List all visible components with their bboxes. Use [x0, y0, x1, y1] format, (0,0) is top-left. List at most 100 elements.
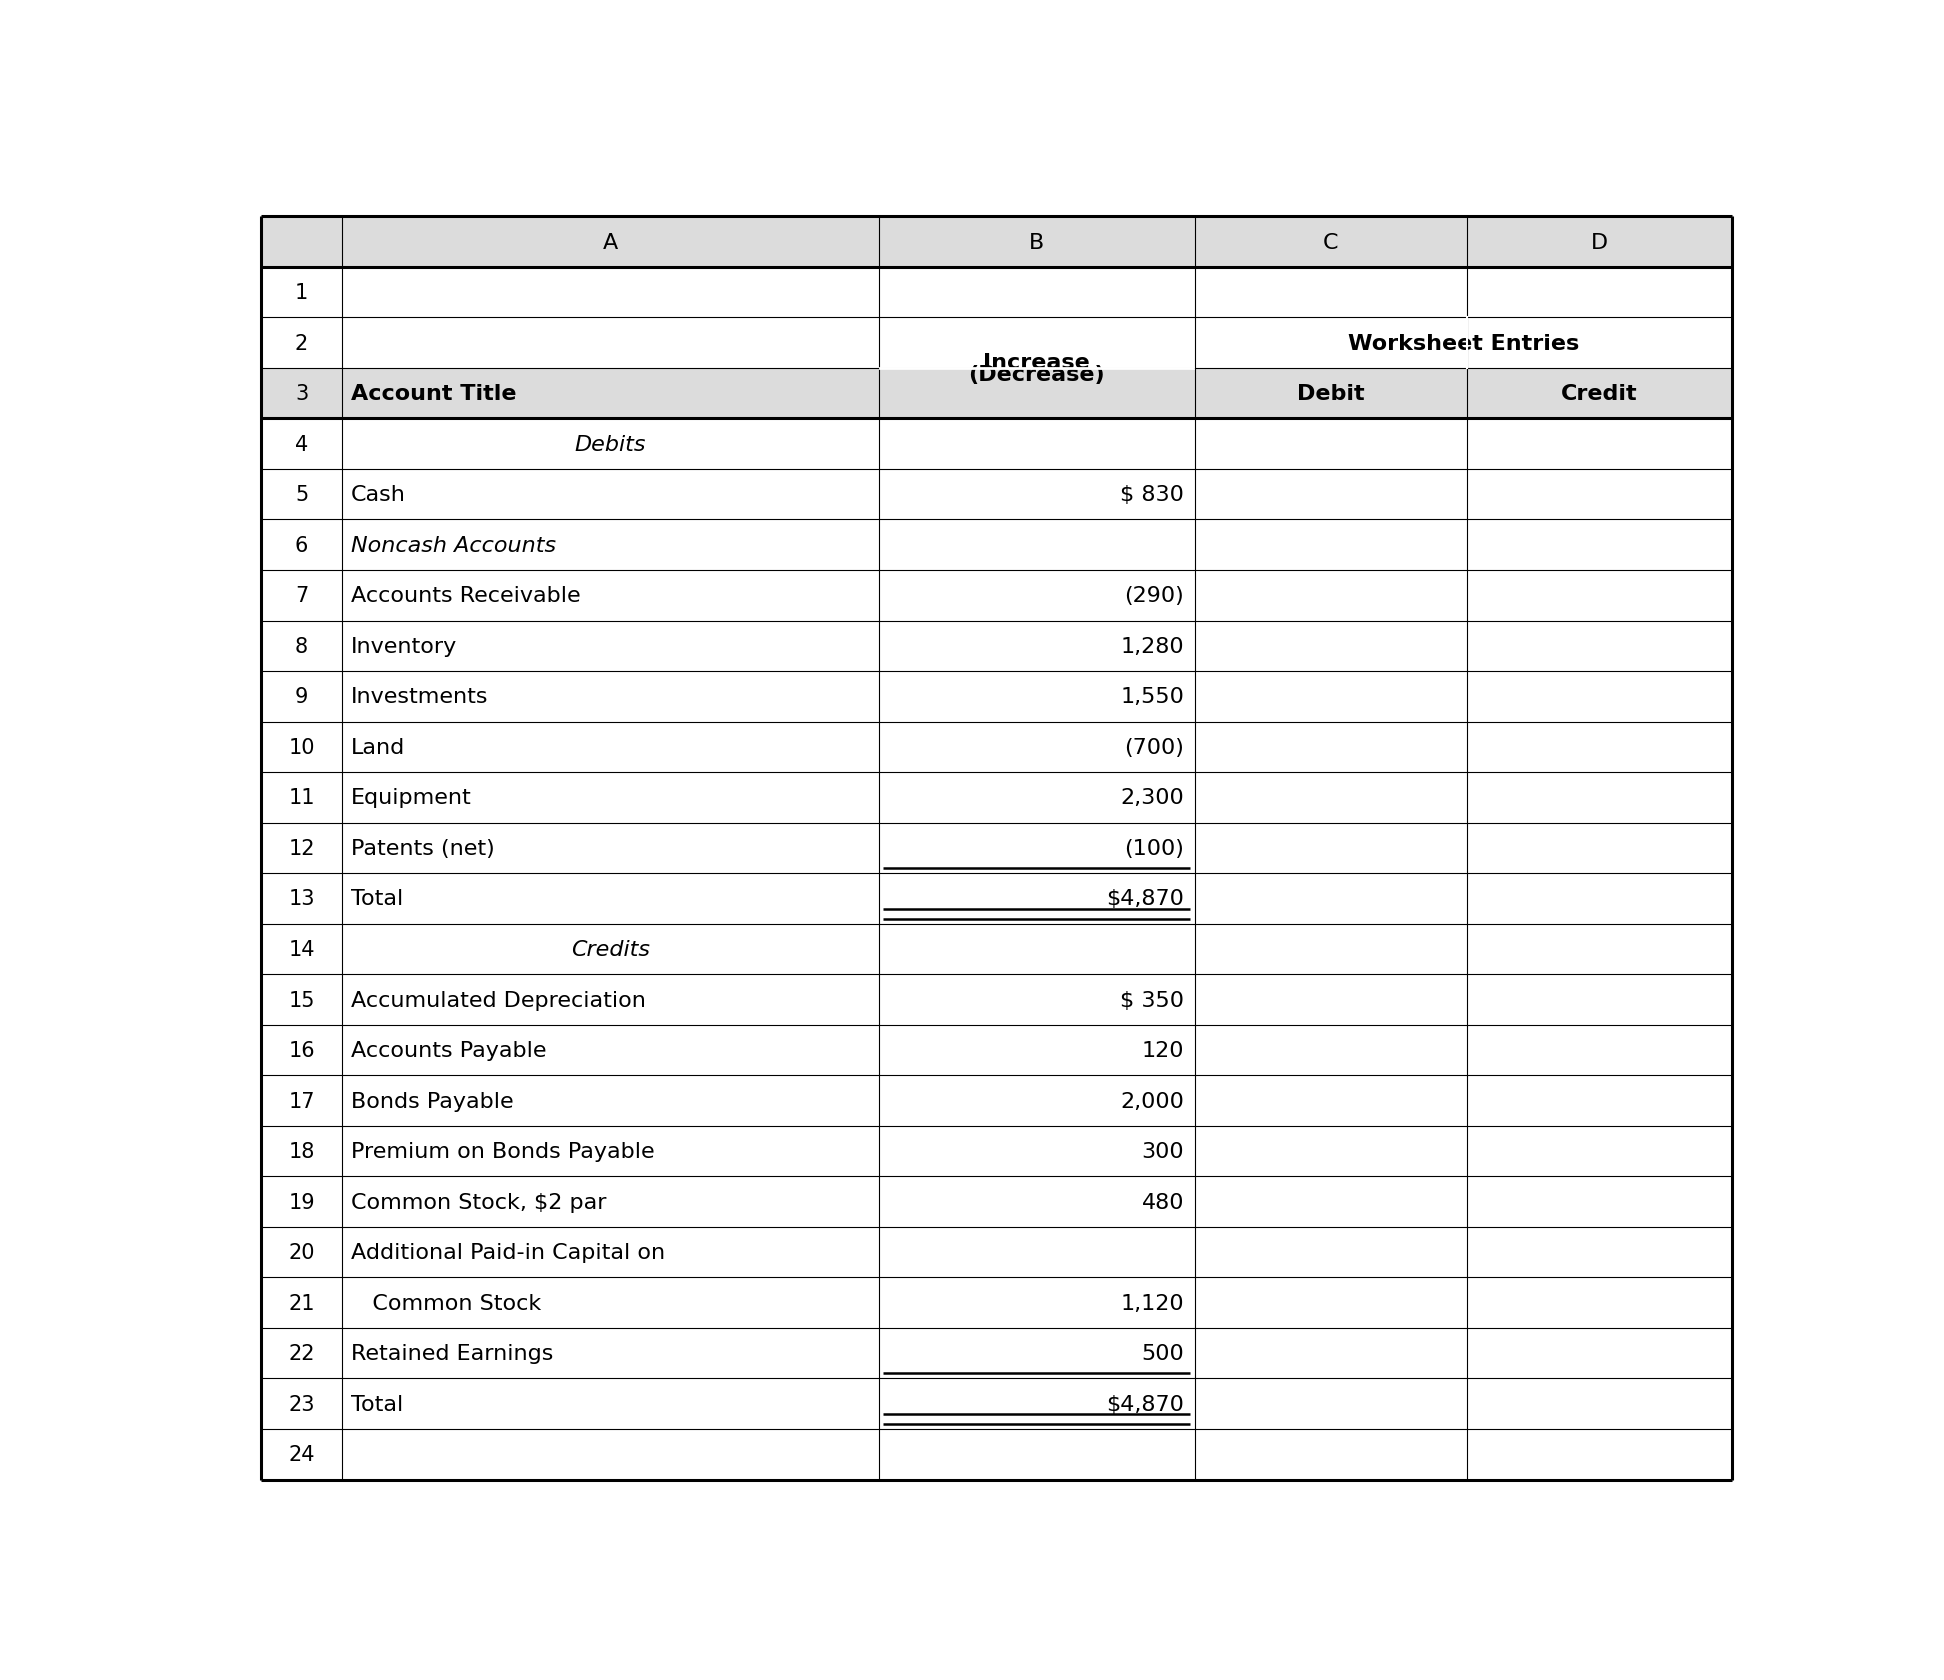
Bar	[342, 1025, 879, 1075]
Bar	[1196, 1278, 1468, 1329]
Bar	[1468, 1226, 1732, 1278]
Bar	[879, 521, 1196, 571]
Text: 1,550: 1,550	[1120, 687, 1184, 707]
Bar	[260, 1025, 342, 1075]
Text: $4,870: $4,870	[1106, 1394, 1184, 1415]
Text: Debits: Debits	[575, 435, 645, 454]
Bar	[1468, 318, 1732, 368]
Text: Inventory: Inventory	[352, 637, 457, 657]
Bar	[1468, 672, 1732, 722]
Bar	[260, 974, 342, 1025]
Bar	[1196, 672, 1468, 722]
Text: 1,280: 1,280	[1120, 637, 1184, 657]
Text: (290): (290)	[1124, 586, 1184, 606]
Text: 1: 1	[295, 282, 309, 302]
Bar	[1468, 1075, 1732, 1126]
Bar	[342, 622, 879, 672]
Text: A: A	[603, 232, 618, 252]
Text: Worksheet Entries: Worksheet Entries	[1347, 333, 1579, 353]
Text: Total: Total	[352, 1394, 402, 1415]
Bar	[342, 1430, 879, 1480]
Bar	[342, 470, 879, 521]
Bar	[1468, 1379, 1732, 1430]
Text: 23: 23	[288, 1394, 315, 1415]
Bar	[342, 318, 879, 368]
Bar	[342, 1075, 879, 1126]
Text: Noncash Accounts: Noncash Accounts	[352, 536, 556, 556]
Bar	[879, 874, 1196, 924]
Text: 22: 22	[288, 1344, 315, 1364]
Bar	[879, 1226, 1196, 1278]
Bar	[1468, 1176, 1732, 1226]
Bar	[1468, 823, 1732, 874]
Bar	[342, 1329, 879, 1379]
Bar	[260, 1176, 342, 1226]
Bar	[260, 1430, 342, 1480]
Bar	[879, 1278, 1196, 1329]
Text: Equipment: Equipment	[352, 788, 472, 808]
Text: 6: 6	[295, 536, 309, 556]
Bar	[342, 974, 879, 1025]
Bar	[342, 267, 879, 318]
Bar	[342, 924, 879, 974]
Bar	[1468, 874, 1732, 924]
Text: 2: 2	[295, 333, 309, 353]
Bar	[260, 773, 342, 823]
Bar	[260, 1126, 342, 1176]
Bar	[879, 1075, 1196, 1126]
Text: Retained Earnings: Retained Earnings	[352, 1344, 554, 1364]
Text: Investments: Investments	[352, 687, 488, 707]
Bar	[1196, 470, 1468, 521]
Text: 1,120: 1,120	[1120, 1294, 1184, 1312]
Bar	[879, 267, 1196, 318]
Bar	[1468, 470, 1732, 521]
Text: Accounts Payable: Accounts Payable	[352, 1040, 546, 1060]
Text: 24: 24	[288, 1445, 315, 1465]
Bar	[342, 1176, 879, 1226]
Text: 8: 8	[295, 637, 307, 657]
Bar	[260, 1075, 342, 1126]
Text: Account Title: Account Title	[352, 385, 517, 403]
Bar	[342, 773, 879, 823]
Bar	[260, 521, 342, 571]
Bar	[1196, 924, 1468, 974]
Text: (700): (700)	[1124, 738, 1184, 758]
Bar	[1196, 217, 1468, 267]
Bar	[342, 1226, 879, 1278]
Text: Common Stock, $2 par: Common Stock, $2 par	[352, 1191, 607, 1211]
Bar	[1196, 1329, 1468, 1379]
Text: 19: 19	[288, 1191, 315, 1211]
Bar	[879, 722, 1196, 773]
Bar	[879, 672, 1196, 722]
Bar	[879, 974, 1196, 1025]
Bar	[879, 1025, 1196, 1075]
Bar	[342, 418, 879, 470]
Bar	[879, 1126, 1196, 1176]
Bar	[260, 318, 342, 368]
Bar	[879, 470, 1196, 521]
Bar	[260, 571, 342, 622]
Text: 14: 14	[288, 939, 315, 959]
Bar	[1468, 521, 1732, 571]
Bar	[260, 1329, 342, 1379]
Bar	[342, 672, 879, 722]
Bar	[1468, 974, 1732, 1025]
Bar	[260, 1278, 342, 1329]
Text: Cash: Cash	[352, 486, 406, 506]
Bar	[1468, 1278, 1732, 1329]
Bar	[342, 1126, 879, 1176]
Bar	[879, 1379, 1196, 1430]
Bar	[1468, 1025, 1732, 1075]
Bar	[1196, 722, 1468, 773]
Bar	[260, 1379, 342, 1430]
Text: (100): (100)	[1124, 838, 1184, 858]
Bar	[879, 368, 1196, 418]
Bar	[1196, 974, 1468, 1025]
Text: Patents (net): Patents (net)	[352, 838, 494, 858]
Bar	[1196, 1025, 1468, 1075]
Bar	[1196, 571, 1468, 622]
Text: Increase: Increase	[984, 353, 1091, 373]
Bar	[1196, 521, 1468, 571]
Text: 500: 500	[1141, 1344, 1184, 1364]
Text: Common Stock: Common Stock	[352, 1294, 540, 1312]
